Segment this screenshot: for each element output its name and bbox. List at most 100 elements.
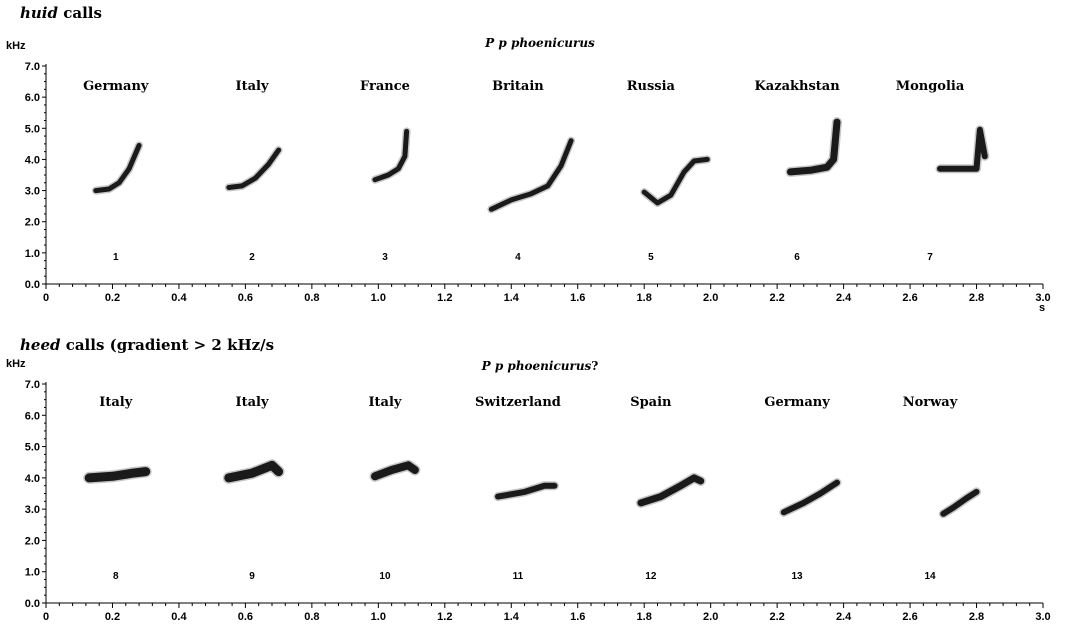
panel-2-heading-rest: calls (gradient > 2 kHz/s (60, 336, 274, 354)
call-region-label: Britain (492, 79, 544, 94)
x-tick-label: 3.0 (1035, 292, 1050, 304)
call-trace (371, 461, 419, 481)
y-tick-label: 1.0 (25, 248, 40, 260)
call-region-label: Italy (236, 79, 269, 94)
x-tick-label: 1.2 (437, 611, 452, 623)
x-tick-label: 1.8 (637, 611, 652, 623)
x-tick-label: 2.2 (769, 611, 784, 623)
y-tick-label: 4.0 (25, 154, 40, 166)
x-tick-label: 2.0 (703, 611, 718, 623)
y-tick-label: 3.0 (25, 186, 40, 198)
panel-2-subtitle-em: P p phoenicurus (481, 359, 592, 373)
call-trace (84, 467, 151, 483)
x-tick-label: 1.4 (504, 611, 520, 623)
call-region-label: Germany (83, 79, 149, 94)
call-trace (226, 147, 282, 190)
x-tick-label: 2.8 (969, 611, 984, 623)
x-tick-label: 0.4 (171, 292, 187, 304)
y-tick-label: 5.0 (25, 442, 40, 454)
x-tick-label: 1.6 (570, 611, 585, 623)
y-tick-label: 4.0 (25, 473, 40, 485)
call-trace (224, 460, 284, 483)
call-trace (786, 118, 841, 176)
call-trace (940, 488, 980, 517)
panel-2-y-unit: kHz (6, 358, 26, 370)
y-tick-label: 0.0 (25, 279, 40, 291)
call-number-label: 2 (249, 252, 255, 263)
x-tick-label: 2.0 (703, 292, 718, 304)
x-tick-label: 0.8 (304, 292, 319, 304)
y-tick-label: 1.0 (25, 567, 40, 579)
x-tick-label: 0.2 (105, 611, 120, 623)
panel-1-heading-rest: calls (58, 4, 102, 22)
y-tick-label: 6.0 (25, 92, 40, 104)
y-tick-label: 7.0 (25, 61, 40, 73)
panel-2-heading: heed calls (gradient > 2 kHz/s (20, 336, 274, 354)
call-number-label: 7 (927, 252, 933, 263)
x-tick-label: 1.6 (570, 292, 585, 304)
call-number-label: 10 (379, 571, 391, 582)
call-number-label: 14 (924, 571, 936, 582)
y-tick-label: 7.0 (25, 379, 40, 391)
panel-1-heading-em: huid (20, 4, 59, 22)
x-tick-label: 1.0 (371, 611, 386, 623)
x-tick-label: 1.2 (437, 292, 452, 304)
panel-2-subtitle: P p phoenicurus? (481, 359, 599, 373)
panel-1-subtitle: P p phoenicurus (484, 36, 595, 50)
call-trace (641, 156, 710, 206)
call-region-label: Italy (99, 395, 132, 410)
x-tick-label: 3.0 (1035, 611, 1050, 623)
y-tick-label: 3.0 (25, 504, 40, 516)
x-tick-label: 2.6 (902, 611, 917, 623)
call-number-label: 5 (648, 252, 654, 263)
panel-1-subtitle-em: P p phoenicurus (484, 36, 595, 50)
call-number-label: 11 (513, 571, 524, 582)
y-tick-label: 5.0 (25, 123, 40, 135)
x-tick-label: 0.8 (304, 611, 319, 623)
call-trace (780, 479, 840, 516)
x-tick-label: 2.8 (969, 292, 984, 304)
call-region-label: Norway (903, 395, 958, 410)
call-region-label: Switzerland (475, 395, 561, 410)
y-tick-label: 6.0 (25, 410, 40, 422)
panel-1-plot: 0.0 1.0 2.0 3.0 4.0 5.0 6.0 7.0 0 0.2 0.4 0.6 0.8 1.0… (25, 61, 1051, 304)
call-region-label: Kazakhstan (754, 79, 840, 94)
x-tick-label: 1.8 (637, 292, 652, 304)
call-trace (488, 138, 574, 212)
panel-2-heading-em: heed (20, 336, 61, 354)
x-tick-label: 0 (43, 292, 49, 304)
call-trace (637, 474, 705, 507)
panel-1-y-unit: kHz (6, 40, 26, 52)
x-tick-label: 2.4 (836, 292, 852, 304)
call-trace-halo (487, 136, 576, 214)
panel-2-subtitle-rest: ? (591, 359, 598, 373)
call-trace (495, 482, 558, 500)
call-region-label: Italy (236, 395, 269, 410)
x-tick-label: 2.2 (769, 292, 784, 304)
call-region-label: Spain (630, 395, 672, 410)
y-tick-label: 0.0 (25, 598, 40, 610)
call-number-label: 9 (249, 571, 255, 582)
call-number-label: 12 (645, 571, 657, 582)
panel-1-x-unit: s (1039, 302, 1045, 314)
call-region-label: Italy (368, 395, 401, 410)
x-tick-label: 0 (43, 611, 49, 623)
x-tick-label: 2.6 (902, 292, 917, 304)
x-tick-label: 2.4 (836, 611, 852, 623)
call-region-label: Russia (627, 79, 676, 94)
call-number-label: 13 (792, 571, 804, 582)
call-trace (93, 142, 142, 194)
call-region-label: Germany (764, 395, 830, 410)
y-tick-label: 2.0 (25, 535, 40, 547)
call-region-label: Mongolia (896, 79, 965, 94)
call-trace (372, 128, 410, 183)
call-number-label: 1 (113, 252, 119, 263)
x-tick-label: 0.6 (238, 611, 253, 623)
x-tick-label: 0.2 (105, 292, 120, 304)
call-number-label: 8 (113, 571, 119, 582)
x-tick-label: 1.4 (504, 292, 520, 304)
call-number-label: 4 (515, 252, 521, 263)
call-number-label: 3 (382, 252, 388, 263)
x-tick-label: 1.0 (371, 292, 386, 304)
